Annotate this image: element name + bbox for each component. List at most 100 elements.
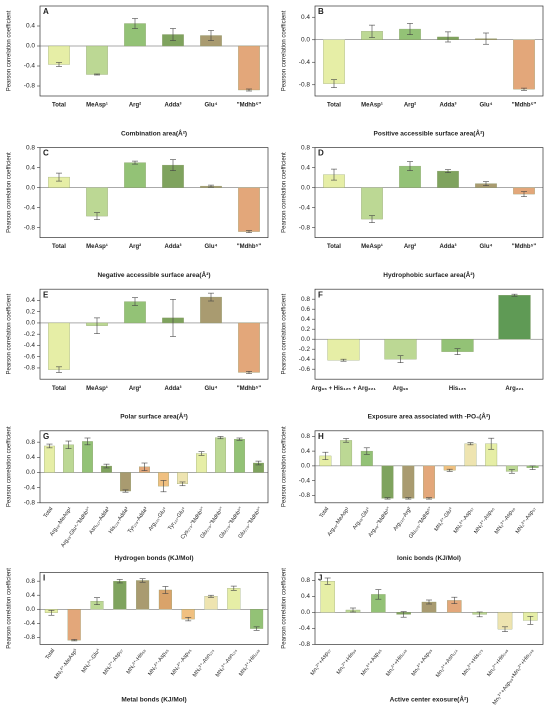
- x-tick-label: "Mdhb⁵": [237, 244, 262, 250]
- y-tick-label: 0.0: [301, 36, 310, 43]
- plot-frame: [39, 572, 269, 645]
- y-tick-label: -0.4: [299, 356, 311, 363]
- x-tick-label: Mn₂²⁺+Asp₈₅: [410, 647, 434, 677]
- bar: [498, 295, 531, 340]
- x-tick-label: MN₂²⁺-Asp₅₇: [514, 506, 537, 535]
- y-tick-label: 0.4: [26, 297, 35, 304]
- y-axis-label: Pearson correlation coefficient: [7, 294, 13, 375]
- x-tick-label: MN₁²⁺-His₅₉: [125, 647, 148, 675]
- x-tick-label: Total: [52, 386, 66, 392]
- x-tick-label: Glu⁴: [205, 244, 218, 250]
- x-tick-label: MN₂²⁺-Asp₈₅: [169, 647, 193, 677]
- x-tick-label: Total: [45, 648, 57, 661]
- x-axis-label: Hydrogen bonds (KJ/Mol): [114, 555, 193, 562]
- x-tick-label: Glu⁴: [480, 103, 493, 109]
- x-tick-label: MeAsp¹: [361, 243, 383, 250]
- x-tick-label: "Mdhb⁵": [512, 244, 537, 250]
- bar: [86, 187, 108, 217]
- bar: [238, 45, 260, 91]
- bar: [327, 339, 360, 361]
- panel-label: H: [318, 432, 324, 441]
- y-tick-label: -0.6: [24, 353, 36, 360]
- y-tick-label: 0.0: [26, 320, 35, 327]
- y-tick-label: -0.8: [24, 83, 36, 90]
- bar: [204, 596, 218, 610]
- x-tick-label: Total: [327, 244, 341, 250]
- plot-frame: [314, 572, 544, 645]
- y-axis-label: Pearson correlation coefficient: [282, 426, 288, 507]
- plot-frame: [39, 288, 269, 380]
- y-tick-label: -0.8: [24, 500, 36, 507]
- x-tick-label: "Mdhb⁵": [237, 386, 262, 392]
- x-tick-label: Adda³: [165, 102, 182, 109]
- x-axis-label: Ionic bonds (KJ/Mol): [397, 555, 461, 562]
- bar: [320, 581, 335, 613]
- plot-frame: [314, 288, 544, 380]
- panel-label: I: [43, 574, 45, 583]
- y-tick-label: -0.8: [299, 641, 311, 648]
- x-tick-label: Total: [327, 103, 341, 109]
- x-tick-label: MN₂²⁺-His₂₄₈: [237, 647, 261, 677]
- bar: [82, 441, 93, 473]
- x-tick-label: MeAsp¹: [86, 102, 108, 109]
- x-tick-label: "Mdhb⁵": [237, 103, 262, 109]
- y-tick-label: 0.4: [301, 448, 310, 455]
- bar: [238, 187, 260, 232]
- x-tick-label: Arg²: [404, 243, 416, 250]
- x-tick-label: Mn₂²⁺+His₁₇₃: [461, 647, 485, 677]
- panel-label: G: [43, 432, 49, 441]
- x-tick-label: MN₁²⁺-Glu⁴: [433, 505, 455, 532]
- bar: [361, 187, 383, 220]
- x-tick-label: Glu⁴: [205, 386, 218, 392]
- bar: [196, 453, 207, 473]
- y-tick-label: -0.4: [24, 342, 36, 349]
- x-tick-label: Mn₁²⁺+His₂₄₈: [384, 647, 408, 677]
- bar: [464, 443, 477, 467]
- x-tick-label: Arg₄₈-Glu⁴: [351, 505, 372, 531]
- bar: [120, 472, 131, 492]
- panel-label: C: [43, 149, 49, 158]
- y-axis-label: Pearson correlation coefficient: [282, 294, 288, 375]
- y-tick-label: -0.8: [299, 492, 311, 499]
- x-tick-label: Total: [43, 506, 55, 519]
- y-tick-label: -0.4: [299, 477, 311, 484]
- y-tick-label: -0.4: [24, 63, 36, 70]
- bar: [48, 45, 70, 65]
- plot-frame: [39, 430, 269, 504]
- x-tick-label: His₁₂₅: [449, 386, 466, 392]
- y-tick-label: -0.2: [24, 331, 36, 338]
- x-tick-label: Arg²: [129, 385, 141, 392]
- x-axis-label: Hydrophobic surface area(Å²): [383, 270, 474, 279]
- y-tick-label: 0.8: [301, 577, 310, 584]
- x-tick-label: MN₁²⁺-Glu⁴: [80, 647, 102, 674]
- y-tick-label: 0.4: [26, 592, 35, 599]
- y-axis-label: Pearson correlation coefficient: [7, 10, 13, 91]
- x-tick-label: Mn₁²⁺+His₅₉: [335, 647, 358, 675]
- x-tick-label: Total: [52, 244, 66, 250]
- bar: [323, 39, 345, 84]
- bar: [250, 609, 264, 629]
- y-tick-label: -0.8: [299, 81, 311, 88]
- y-tick-label: 0.0: [26, 184, 35, 191]
- y-tick-label: 0.0: [26, 469, 35, 476]
- x-tick-label: MN₁²⁺-Asp₈₅: [473, 506, 496, 535]
- x-tick-label: Adda³: [165, 243, 182, 250]
- bar: [67, 609, 81, 641]
- y-tick-label: 0.0: [301, 336, 310, 343]
- x-tick-label: Glu⁴: [205, 103, 218, 109]
- y-tick-label: 0.8: [26, 578, 35, 585]
- x-tick-label: Mn₂²⁺+Asn₁₂₄: [434, 647, 459, 679]
- y-tick-label: 0.4: [301, 164, 310, 171]
- bar: [113, 581, 127, 610]
- x-tick-label: Arg₂₂₁: [505, 386, 524, 392]
- x-tick-label: Tyr₂₂₇-Glu⁴: [166, 505, 187, 531]
- x-tick-label: Mn₁²⁺+Asp₈₅: [359, 647, 383, 677]
- x-tick-label: Arg²: [129, 102, 141, 109]
- bar: [86, 45, 108, 75]
- bar: [44, 445, 55, 473]
- x-tick-label: Arg₂₂₁-Glu⁴: [147, 505, 169, 532]
- bar: [238, 322, 260, 373]
- y-tick-label: 0.0: [301, 609, 310, 616]
- x-axis-label: Positive accessible surface area(Å²): [374, 128, 485, 137]
- y-tick-label: 0.6: [301, 306, 310, 313]
